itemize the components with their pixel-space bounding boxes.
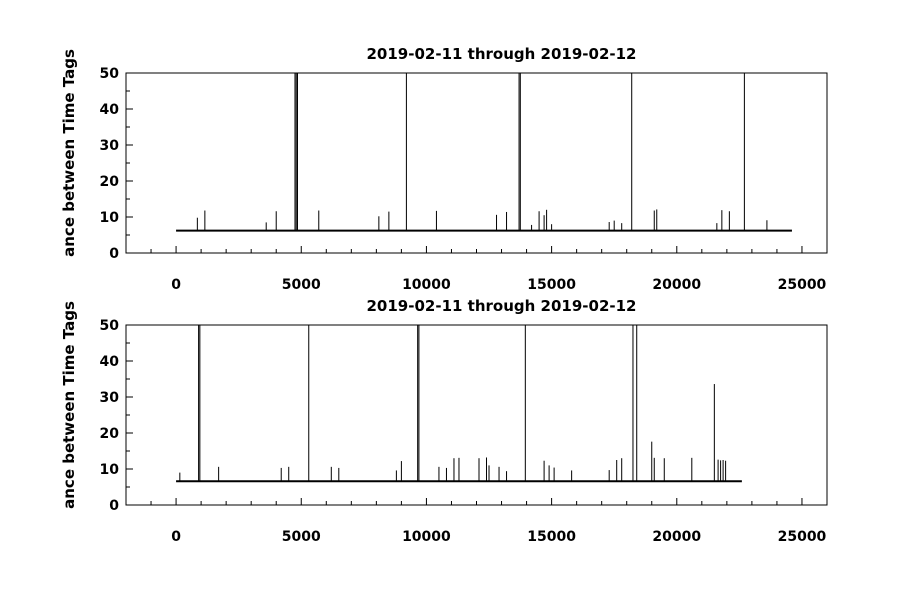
panel1-y-tick-label-20: 20: [100, 174, 120, 190]
panel1-x-tick-label-25000: 25000: [778, 277, 827, 293]
panel2-x-tick-label-5000: 5000: [282, 529, 321, 545]
panel2-y-axis-label: ance between Time Tags: [60, 301, 78, 509]
panel2-y-tick-label-0: 0: [109, 498, 119, 514]
panel1-x-tick-label-15000: 15000: [527, 277, 576, 293]
panel1-x-tick-label-0: 0: [171, 277, 181, 293]
panel2-y-tick-label-50: 50: [100, 318, 120, 334]
panel1-y-tick-label-40: 40: [100, 102, 120, 118]
panel2-x-tick-label-20000: 20000: [652, 529, 701, 545]
panel1-chart-title: 2019-02-11 through 2019-02-12: [367, 45, 637, 63]
panel2-y-tick-label-10: 10: [100, 462, 120, 478]
panel2-x-tick-label-15000: 15000: [527, 529, 576, 545]
panel1-y-tick-label-0: 0: [109, 246, 119, 262]
panel2-x-tick-label-0: 0: [171, 529, 181, 545]
panel2-chart-title: 2019-02-11 through 2019-02-12: [367, 297, 637, 315]
panel1-x-tick-label-5000: 5000: [282, 277, 321, 293]
panel1-x-tick-label-10000: 10000: [402, 277, 451, 293]
panel1-x-tick-label-20000: 20000: [652, 277, 701, 293]
panel1-y-tick-label-50: 50: [100, 66, 120, 82]
panel2-x-tick-label-25000: 25000: [778, 529, 827, 545]
panel1-y-tick-label-30: 30: [100, 138, 120, 154]
panel2-y-tick-label-40: 40: [100, 354, 120, 370]
panel2-y-tick-label-30: 30: [100, 390, 120, 406]
panel1-y-tick-label-10: 10: [100, 210, 120, 226]
panel2-plot-frame: [125, 324, 828, 506]
panel2-y-tick-label-20: 20: [100, 426, 120, 442]
panel1-y-axis-label: ance between Time Tags: [60, 49, 78, 257]
panel2-x-tick-label-10000: 10000: [402, 529, 451, 545]
